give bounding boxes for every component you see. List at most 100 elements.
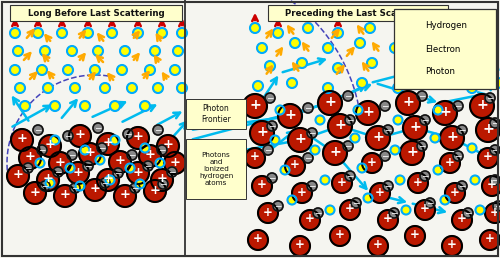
- Text: +: +: [305, 213, 315, 225]
- Circle shape: [127, 83, 137, 93]
- Circle shape: [453, 151, 463, 161]
- Text: +: +: [290, 158, 300, 172]
- Text: +: +: [485, 232, 495, 246]
- Circle shape: [333, 28, 343, 38]
- Circle shape: [332, 173, 352, 193]
- Circle shape: [440, 58, 450, 68]
- Circle shape: [43, 83, 53, 93]
- Text: +: +: [295, 238, 305, 252]
- Circle shape: [93, 123, 103, 133]
- Circle shape: [403, 63, 413, 73]
- Circle shape: [263, 145, 273, 155]
- Circle shape: [445, 183, 465, 203]
- Text: +: +: [324, 95, 336, 109]
- Circle shape: [23, 163, 33, 173]
- Circle shape: [24, 182, 46, 204]
- Text: +: +: [329, 145, 341, 159]
- Circle shape: [250, 121, 274, 145]
- Text: −: −: [84, 161, 92, 170]
- Circle shape: [455, 43, 465, 53]
- Circle shape: [343, 141, 353, 151]
- Circle shape: [403, 116, 427, 140]
- Circle shape: [470, 94, 494, 118]
- Text: −: −: [421, 115, 429, 124]
- Text: −: −: [491, 175, 499, 184]
- Circle shape: [350, 133, 360, 142]
- Text: +: +: [263, 206, 273, 219]
- Text: +: +: [150, 183, 160, 197]
- Text: −: −: [418, 91, 426, 100]
- Circle shape: [110, 101, 120, 111]
- Circle shape: [133, 28, 143, 38]
- Circle shape: [290, 38, 300, 48]
- Circle shape: [313, 208, 323, 218]
- Circle shape: [136, 180, 144, 189]
- Circle shape: [250, 23, 260, 33]
- Circle shape: [402, 206, 410, 214]
- Circle shape: [468, 143, 476, 152]
- Text: +: +: [12, 168, 24, 181]
- Text: Preceding the Last Scattering: Preceding the Last Scattering: [285, 9, 431, 18]
- Circle shape: [177, 83, 187, 93]
- Circle shape: [478, 148, 498, 168]
- Circle shape: [140, 143, 149, 152]
- Circle shape: [485, 203, 500, 223]
- Circle shape: [19, 147, 41, 169]
- Circle shape: [364, 194, 372, 203]
- Circle shape: [70, 183, 80, 193]
- Circle shape: [326, 206, 334, 214]
- Circle shape: [167, 167, 177, 177]
- Circle shape: [97, 169, 119, 191]
- Circle shape: [343, 91, 353, 101]
- Circle shape: [243, 94, 267, 118]
- Text: −: −: [154, 125, 162, 134]
- Circle shape: [493, 78, 500, 88]
- Text: −: −: [266, 93, 274, 102]
- Circle shape: [79, 143, 101, 165]
- Text: −: −: [491, 118, 499, 127]
- Text: Photon: Photon: [425, 68, 455, 77]
- Text: −: −: [458, 181, 466, 190]
- Text: +: +: [410, 229, 420, 241]
- Text: +: +: [446, 130, 458, 144]
- Circle shape: [417, 141, 427, 151]
- Circle shape: [10, 28, 20, 38]
- Circle shape: [440, 126, 464, 150]
- Circle shape: [273, 201, 283, 211]
- Circle shape: [7, 165, 29, 187]
- Circle shape: [366, 126, 390, 150]
- Text: −: −: [72, 183, 79, 192]
- Text: −: −: [382, 101, 389, 110]
- Circle shape: [257, 43, 267, 53]
- Text: +: +: [170, 156, 180, 168]
- Text: −: −: [158, 145, 166, 154]
- Circle shape: [440, 196, 450, 205]
- Circle shape: [270, 135, 280, 144]
- Circle shape: [457, 125, 467, 135]
- Circle shape: [80, 101, 90, 111]
- Circle shape: [248, 230, 268, 250]
- Circle shape: [490, 175, 500, 185]
- Text: −: −: [382, 151, 389, 160]
- Circle shape: [415, 200, 435, 220]
- Circle shape: [151, 169, 173, 191]
- Circle shape: [100, 178, 110, 188]
- Text: +: +: [334, 118, 346, 132]
- Text: −: −: [98, 143, 106, 152]
- Text: +: +: [90, 182, 101, 196]
- Circle shape: [300, 210, 320, 230]
- Circle shape: [57, 28, 67, 38]
- Text: Photon
Frontier: Photon Frontier: [201, 104, 231, 124]
- Text: +: +: [375, 186, 385, 198]
- Circle shape: [63, 65, 73, 75]
- Circle shape: [323, 83, 333, 93]
- FancyBboxPatch shape: [186, 99, 246, 129]
- Text: −: −: [384, 181, 392, 190]
- Circle shape: [276, 106, 284, 115]
- Circle shape: [434, 106, 442, 115]
- Circle shape: [69, 125, 91, 147]
- Circle shape: [396, 175, 404, 184]
- Circle shape: [362, 153, 382, 173]
- Text: −: −: [128, 150, 136, 159]
- Text: Hydrogen: Hydrogen: [425, 21, 467, 30]
